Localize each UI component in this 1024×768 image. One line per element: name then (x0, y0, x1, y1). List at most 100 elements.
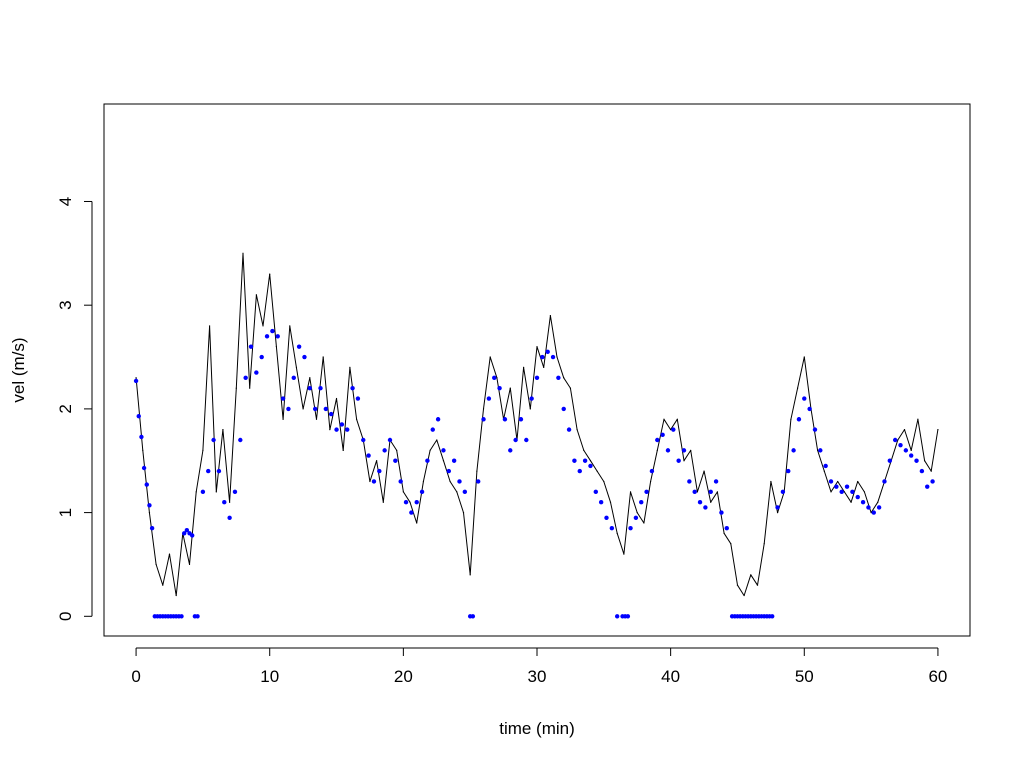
data-point (593, 489, 599, 495)
data-point (377, 468, 382, 474)
data-point (339, 422, 345, 427)
data-point (366, 453, 371, 458)
data-point (470, 614, 476, 619)
x-tick-label: 50 (795, 667, 814, 686)
line-vertex (208, 325, 211, 327)
line-vertex (309, 377, 311, 379)
line-vertex (710, 501, 712, 503)
y-tick-label: 3 (56, 300, 75, 309)
line-vertex (289, 325, 291, 327)
data-point (206, 468, 211, 474)
line-vertex (790, 418, 792, 420)
line-vertex (536, 346, 538, 348)
data-point (398, 479, 403, 484)
line-vertex (843, 491, 845, 493)
line-vertex (529, 408, 531, 410)
data-point (540, 354, 545, 360)
data-point (919, 468, 925, 474)
x-tick-label: 30 (528, 667, 547, 686)
data-point (724, 525, 729, 531)
data-point (345, 427, 350, 432)
data-point (876, 505, 882, 510)
data-point (486, 396, 492, 401)
data-point (598, 500, 604, 505)
data-point (588, 463, 593, 469)
line-vertex (609, 501, 612, 503)
line-vertex (175, 594, 177, 597)
data-point (139, 434, 144, 440)
data-point (181, 531, 187, 536)
line-vertex (402, 491, 404, 493)
line-vertex (583, 449, 585, 451)
line-vertex (569, 387, 572, 389)
data-point (513, 437, 518, 443)
line-vertex (396, 449, 398, 451)
line-vertex (482, 408, 485, 410)
data-point (350, 385, 355, 391)
line-vertex (476, 470, 478, 472)
x-axis: 0 10 20 30 40 50 60 (131, 647, 947, 686)
line-vertex (496, 377, 498, 379)
line-vertex (449, 480, 451, 483)
data-point (425, 458, 430, 463)
data-point (839, 489, 844, 495)
data-point (665, 448, 671, 453)
data-point (462, 489, 468, 495)
data-point (184, 528, 190, 533)
line-vertex (222, 429, 224, 431)
line-vertex (803, 356, 805, 358)
data-point (312, 406, 318, 412)
data-point (770, 614, 775, 619)
line-vertex (235, 387, 237, 389)
line-vertex (576, 429, 578, 431)
line-vertex (863, 491, 866, 493)
line-vertex (162, 584, 164, 586)
data-point (238, 437, 243, 443)
data-point (780, 489, 786, 495)
line-vertex (262, 325, 264, 327)
line-vertex (797, 387, 799, 389)
line-vertex (456, 491, 458, 493)
line-vertex (636, 511, 638, 514)
line-vertex (295, 366, 298, 369)
data-point (296, 344, 302, 349)
data-point (887, 458, 893, 463)
data-point (361, 437, 366, 443)
data-point (561, 406, 566, 412)
y-tick-label: 2 (56, 404, 75, 413)
data-point (179, 614, 184, 619)
line-vertex (563, 377, 565, 379)
line-vertex (596, 470, 598, 472)
data-point (451, 458, 457, 463)
y-tick-label: 0 (56, 612, 75, 621)
data-point (144, 482, 149, 487)
line-vertex (315, 418, 318, 420)
line-vertex (770, 480, 772, 483)
x-tick-label: 20 (394, 667, 413, 686)
line-vertex (756, 584, 759, 586)
data-point (355, 396, 361, 401)
data-point (323, 406, 329, 412)
line-vertex (670, 429, 672, 431)
line-vertex (242, 252, 244, 254)
line-vertex (917, 418, 919, 420)
data-point (149, 525, 155, 531)
line-vertex (369, 480, 371, 483)
data-point (697, 500, 703, 505)
data-point (270, 328, 275, 334)
line-vertex (229, 501, 231, 503)
data-point (502, 417, 508, 422)
data-point (834, 484, 839, 489)
line-vertex (683, 460, 685, 462)
line-vertex (168, 553, 171, 555)
line-vertex (322, 356, 324, 358)
data-point (671, 427, 676, 432)
line-vertex (202, 449, 204, 451)
data-point (147, 503, 152, 508)
data-point (628, 525, 633, 531)
data-point (850, 489, 855, 495)
data-point (655, 437, 660, 443)
line-vertex (910, 449, 912, 451)
line-vertex (663, 418, 665, 420)
